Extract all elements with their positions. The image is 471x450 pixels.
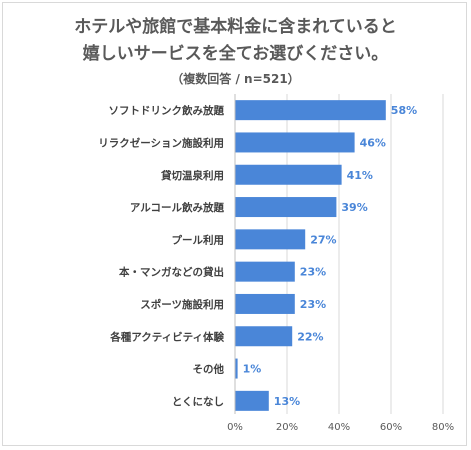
data-label: 1% [243,363,262,376]
bar [235,197,337,218]
data-label: 23% [300,266,326,279]
category-label: とくになし [172,396,224,408]
category-label: プール利用 [172,233,225,246]
data-label: 23% [300,298,326,311]
category-label: その他 [193,363,225,376]
bar [235,100,386,121]
bar [235,229,306,250]
bar [235,358,238,379]
data-label: 58% [391,104,417,117]
chart-title-line2: 嬉しいサービスを全てお選びください。 [82,44,389,64]
bar [235,164,342,185]
category-label: リラクゼーション施設利用 [98,136,224,149]
bar [235,261,295,282]
category-label: 貸切温泉利用 [160,169,224,182]
data-label: 39% [341,201,367,214]
bar [235,293,295,314]
data-label: 46% [360,136,386,149]
bar [235,390,269,411]
x-tick-label: 20% [276,422,298,433]
chart-subtitle: （複数回答 / n=521） [171,72,300,86]
bar [235,132,355,153]
category-label: スポーツ施設利用 [140,298,224,311]
chart-title-line1: ホテルや旅館で基本料金に含まれていると [74,17,397,37]
category-label: 本・マンガなどの貸出 [119,266,224,279]
data-label: 22% [297,330,323,343]
x-tick-label: 80% [432,422,454,433]
bar [235,326,293,347]
x-tick-label: 40% [328,422,350,433]
category-label: アルコール飲み放題 [130,201,225,214]
data-label: 13% [274,395,300,408]
data-label: 41% [347,169,373,182]
category-label: ソフトドリンク飲み放題 [109,104,225,117]
category-label: 各種アクティビティ体験 [109,330,224,343]
data-label: 27% [310,233,336,246]
x-tick-label: 0% [227,422,243,433]
x-tick-label: 60% [380,422,402,433]
